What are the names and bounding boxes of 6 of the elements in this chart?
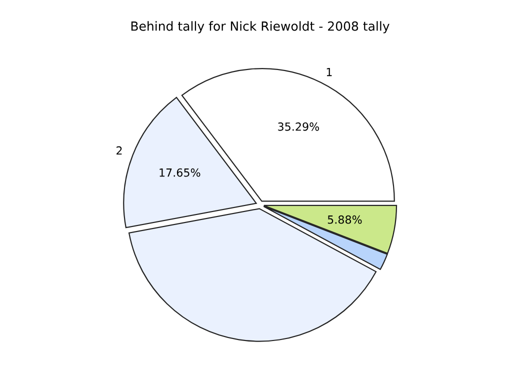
data-label: 35.29%: [278, 122, 320, 131]
slice-label: 1: [326, 68, 332, 76]
data-label: 17.65%: [160, 168, 200, 177]
data-label: 5.88%: [328, 215, 362, 224]
chart-title: Behind tally for Nick Riewoldt - 2008 tally: [131, 21, 390, 34]
slice-label: 2: [116, 146, 122, 155]
